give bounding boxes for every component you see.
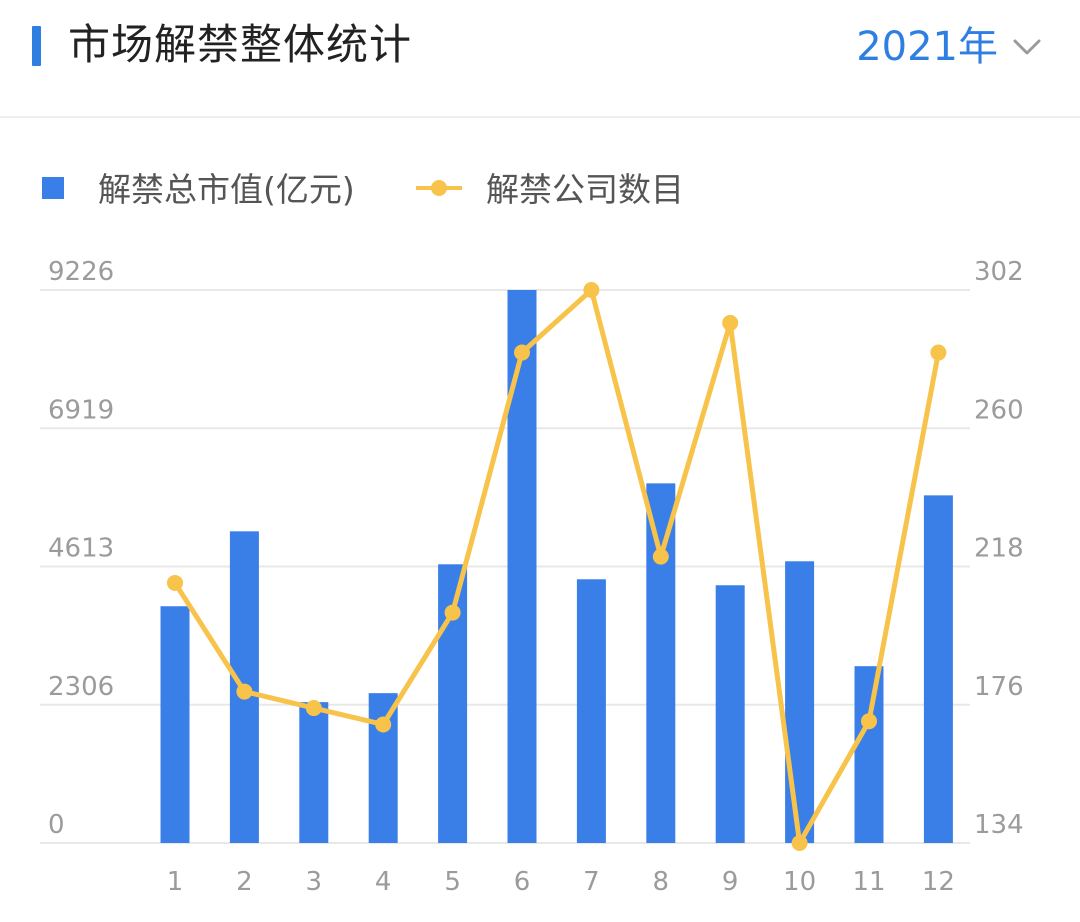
bar	[160, 606, 190, 843]
bar	[299, 702, 329, 843]
legend-bar-swatch	[42, 177, 64, 199]
y-right-tick-label: 260	[974, 395, 1024, 425]
bar	[646, 483, 676, 843]
line-point	[791, 835, 808, 851]
bar	[923, 495, 953, 843]
line-point	[236, 683, 253, 700]
bar	[576, 579, 606, 843]
title-accent-bar	[32, 26, 41, 66]
y-left-tick-label: 4613	[48, 534, 114, 564]
y-right-tick-label: 302	[974, 257, 1024, 287]
line-point	[375, 716, 392, 733]
chart-legend: 解禁总市值(亿元) 解禁公司数目	[42, 170, 684, 209]
line-point	[652, 548, 669, 565]
x-axis: 1 2 3 4 5 6 7 8 9 10 11 12	[167, 867, 955, 897]
legend-bar-label: 解禁总市值(亿元)	[98, 170, 355, 209]
line-series	[167, 282, 947, 851]
bar	[507, 290, 537, 843]
bar-series	[160, 290, 953, 843]
y-right-tick-label: 134	[974, 810, 1024, 840]
x-tick-label: 6	[514, 867, 531, 897]
x-tick-label: 4	[375, 867, 392, 897]
y-axis-left: 0 2306 4613 6919 9226	[48, 257, 114, 840]
x-tick-label: 11	[852, 867, 885, 897]
x-tick-label: 3	[306, 867, 323, 897]
x-tick-label: 9	[722, 867, 739, 897]
line-point	[583, 282, 600, 298]
chart-container: 解禁总市值(亿元) 解禁公司数目 0 2306 4613 6919 9226 134 176…	[0, 120, 1080, 918]
page-header: 市场解禁整体统计 2021年	[0, 0, 1080, 118]
legend-line-marker	[431, 180, 447, 196]
chart-grid	[40, 289, 970, 844]
x-tick-label: 5	[444, 867, 461, 897]
series-line	[172, 287, 941, 846]
y-right-tick-label: 218	[974, 534, 1024, 564]
line-point	[167, 574, 183, 591]
line-point	[514, 344, 530, 361]
bar	[854, 666, 884, 843]
bar	[785, 561, 815, 843]
y-right-tick-label: 176	[974, 672, 1024, 702]
y-left-tick-label: 9226	[48, 257, 114, 287]
line-point	[305, 700, 322, 717]
line-point	[444, 604, 461, 621]
line-point	[861, 713, 877, 730]
x-tick-label: 10	[783, 867, 816, 897]
y-left-tick-label: 0	[48, 810, 65, 840]
y-left-tick-label: 2306	[48, 672, 114, 702]
x-tick-label: 7	[583, 867, 600, 897]
line-point	[722, 314, 739, 331]
year-selector[interactable]: 2021年	[856, 20, 1044, 74]
x-tick-label: 12	[922, 867, 955, 897]
x-tick-label: 8	[653, 867, 670, 897]
bar	[368, 693, 398, 843]
line-point	[930, 344, 947, 361]
x-tick-label: 1	[167, 867, 184, 897]
chevron-down-icon	[1010, 30, 1044, 64]
y-axis-right: 134 176 218 260 302	[974, 257, 1024, 840]
bar	[715, 585, 745, 843]
year-selector-label: 2021年	[856, 24, 998, 70]
page-title: 市场解禁整体统计	[68, 20, 413, 69]
y-left-tick-label: 6919	[48, 395, 114, 425]
x-tick-label: 2	[236, 867, 253, 897]
legend-line-label: 解禁公司数目	[486, 170, 684, 209]
